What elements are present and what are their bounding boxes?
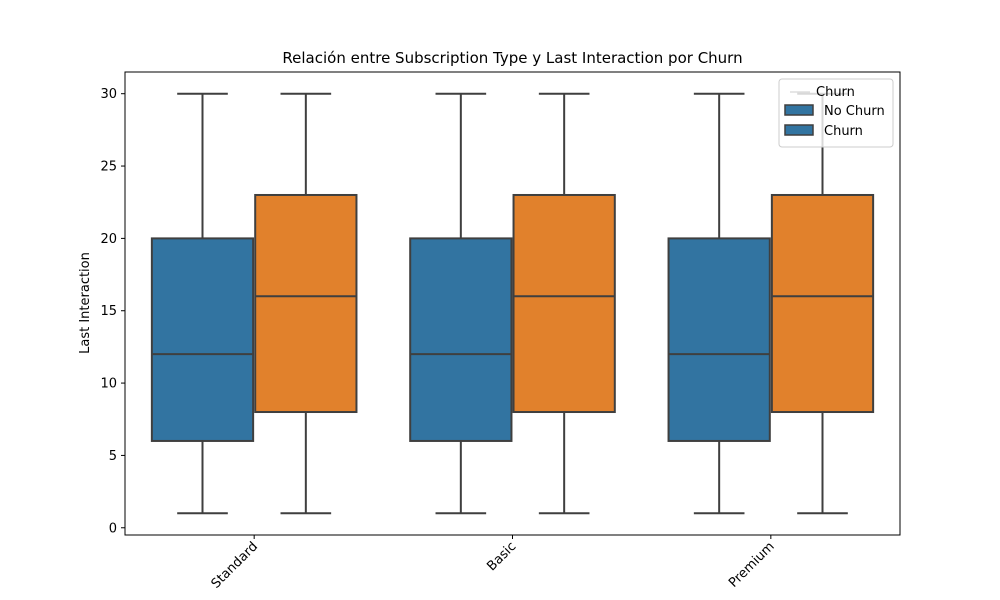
chart-title: Relación entre Subscription Type y Last … (282, 49, 742, 67)
box-basic-no-churn (409, 92, 513, 515)
x-tick-label: Standard (209, 539, 261, 591)
legend-swatch (784, 104, 814, 116)
box-iqr (254, 193, 358, 414)
plot-area (150, 92, 875, 515)
x-tick-label: Premium (726, 539, 778, 591)
box-iqr (770, 193, 875, 414)
box-iqr (512, 193, 616, 414)
box-iqr (667, 237, 771, 442)
y-tick-label: 0 (109, 521, 117, 536)
y-tick-label: 10 (100, 377, 117, 392)
y-tick-label: 30 (100, 87, 117, 102)
box-standard-no-churn (150, 92, 255, 515)
legend-title: Churn (816, 85, 855, 100)
y-tick-label: 25 (100, 160, 117, 175)
y-tick-label: 5 (109, 449, 117, 464)
x-tick-label: Basic (484, 539, 519, 574)
y-tick-label: 15 (100, 304, 117, 319)
legend: Churn No Churn Churn (778, 78, 894, 148)
box-iqr (150, 237, 255, 442)
box-premium-churn (770, 92, 875, 515)
y-axis-title: Last Interaction (78, 252, 93, 354)
legend-label: No Churn (824, 104, 885, 119)
box-iqr (409, 237, 513, 442)
box-premium-no-churn (667, 92, 771, 515)
legend-swatch (784, 124, 814, 136)
y-tick-label: 20 (100, 232, 117, 247)
box-basic-churn (512, 92, 616, 515)
legend-label: Churn (824, 124, 863, 139)
box-standard-churn (254, 92, 358, 515)
